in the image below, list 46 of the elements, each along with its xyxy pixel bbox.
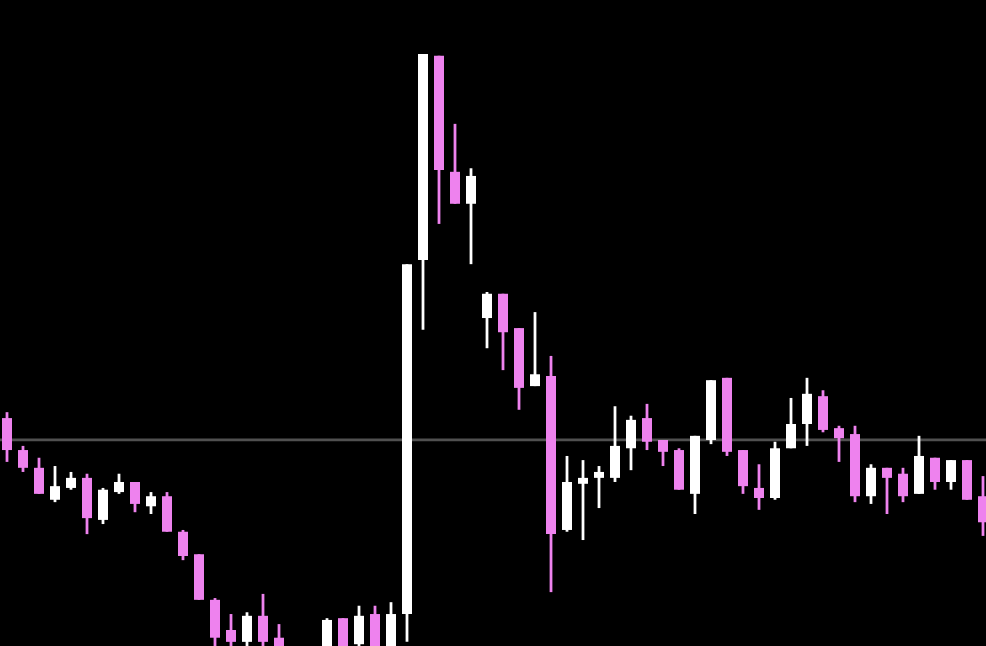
candlestick [834,424,844,464]
candlestick [146,490,156,516]
candlestick [450,122,460,206]
candlestick [226,612,236,646]
candlestick [754,462,764,512]
candlestick [562,454,572,534]
candlestick [658,438,668,468]
candlestick [482,290,492,350]
candlestick [210,596,220,646]
candlestick [98,486,108,526]
candlestick [594,464,604,510]
candlestick [930,456,940,492]
candlestick [18,444,28,474]
candlestick [466,166,476,266]
candlestick [786,396,796,450]
candlestick [898,466,908,504]
candlestick [354,604,364,646]
candlestick [578,458,588,542]
candlestick [386,600,396,646]
candlestick [530,310,540,388]
candlestick [642,402,652,452]
candlestick [802,376,812,448]
candlestick [370,604,380,646]
candlestick [738,448,748,496]
candlestick [34,456,44,496]
candlestick [130,480,140,514]
candlestick [946,458,956,492]
candlestick [866,462,876,506]
candlestick [50,464,60,504]
candlestick [914,434,924,496]
candlestick [162,490,172,534]
candlestick [82,472,92,536]
candlestick [674,446,684,492]
candlestick [818,388,828,434]
candlestick [498,292,508,372]
candlestick [626,414,636,472]
candlestick [882,466,892,516]
candlestick [274,622,284,646]
candlestick [242,610,252,646]
candlestick [258,592,268,646]
candlestick [978,474,986,538]
candlestick [2,410,12,464]
candlestick [114,472,124,496]
candlestick [610,404,620,484]
candlestick [322,616,332,646]
candlestick [178,528,188,562]
